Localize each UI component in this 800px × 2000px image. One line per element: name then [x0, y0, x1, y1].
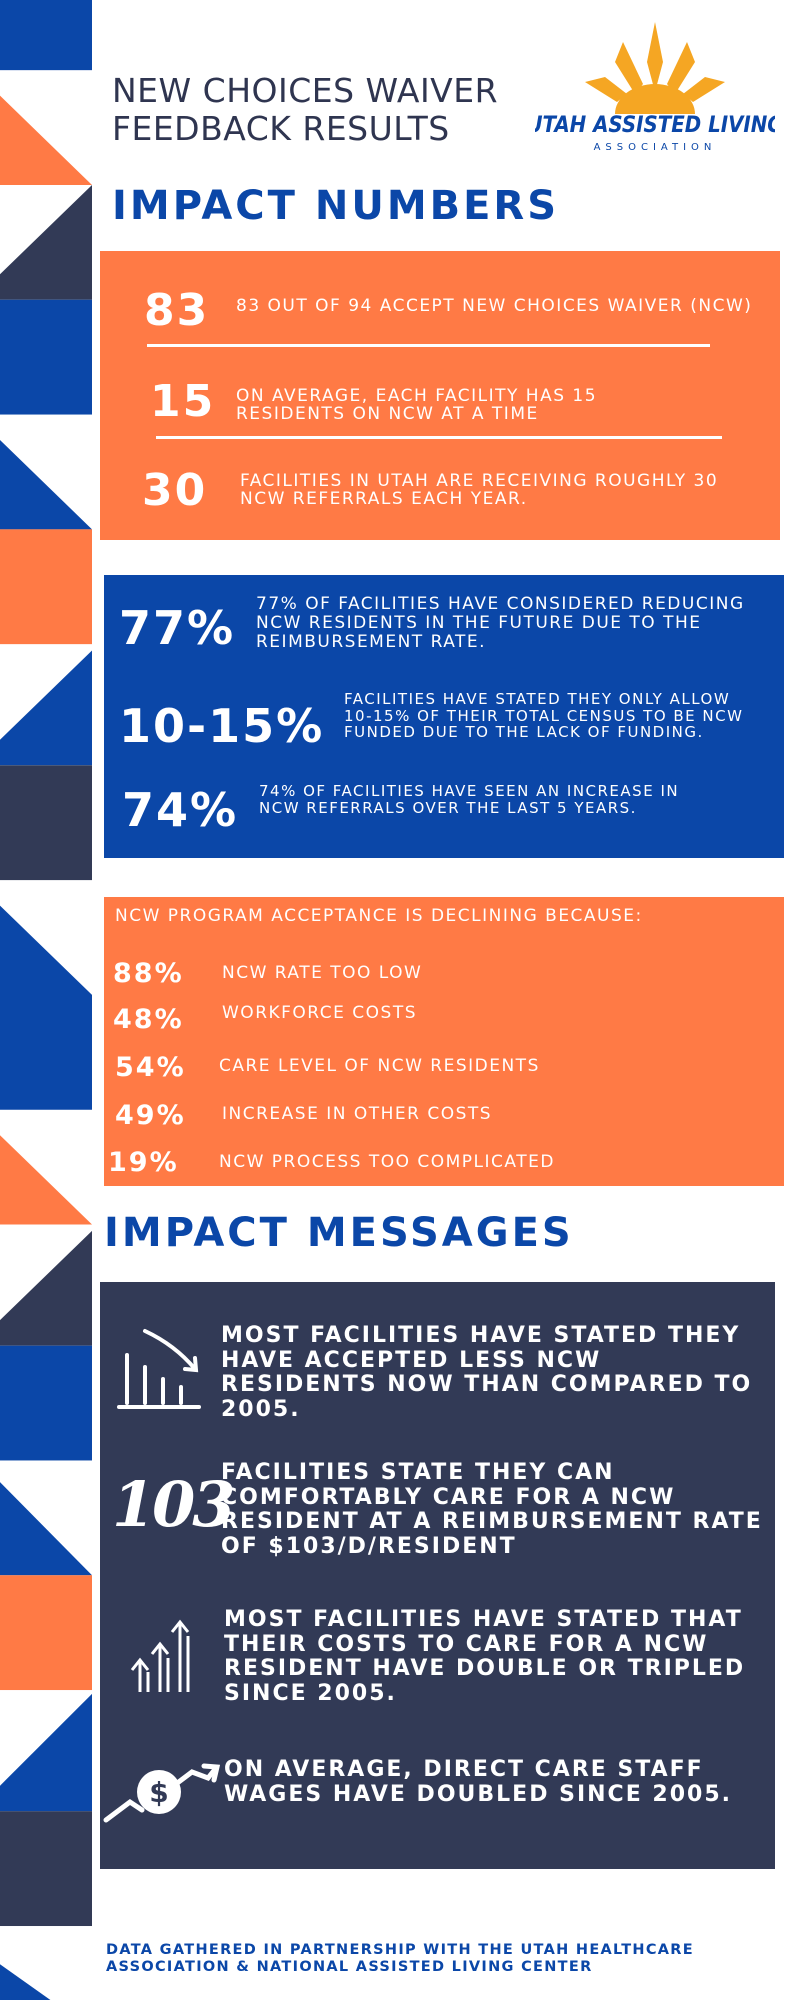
rising-arrows-icon	[130, 1619, 190, 1692]
title-line: FEEDBACK RESULTS	[112, 109, 450, 148]
stat-text: FACILITIES IN UTAH ARE RECEIVING ROUGHLY…	[240, 471, 719, 509]
title: NEW CHOICES WAIVER FEEDBACK RESULTS	[112, 72, 498, 148]
reason-figure: 54%	[115, 1052, 186, 1083]
reason-figure: 48%	[113, 1004, 184, 1035]
stat-text: ON AVERAGE, EACH FACILITY HAS 15 RESIDEN…	[236, 386, 598, 424]
title-line: NEW CHOICES WAIVER	[112, 71, 499, 110]
message-text: FACILITIES STATE THEY CAN COMFORTABLY CA…	[221, 1460, 763, 1559]
stat-text: 83 OUT OF 94 ACCEPT NEW CHOICES WAIVER (…	[236, 296, 753, 316]
logo-tagline: ASSOCIATION	[594, 142, 717, 153]
section-heading: IMPACT NUMBERS	[112, 183, 560, 229]
declining-chart-icon	[117, 1329, 201, 1409]
reason-text: CARE LEVEL OF NCW RESIDENTS	[219, 1056, 540, 1076]
stat-text: 77% OF FACILITIES HAVE CONSIDERED REDUCI…	[256, 594, 745, 652]
stat-figure: 15	[150, 376, 216, 427]
reason-text: WORKFORCE COSTS	[222, 1003, 418, 1023]
section-heading: IMPACT MESSAGES	[104, 1210, 574, 1256]
impact-numbers-box: 83 83 OUT OF 94 ACCEPT NEW CHOICES WAIVE…	[100, 251, 780, 540]
reason-figure: 19%	[108, 1147, 179, 1178]
stat-figure: 74%	[122, 783, 239, 837]
stat-figure: 83	[144, 285, 210, 336]
reason-text: INCREASE IN OTHER COSTS	[222, 1104, 493, 1124]
message-text: MOST FACILITIES HAVE STATED THEY HAVE AC…	[221, 1323, 753, 1422]
facility-stats-box: 77% 77% OF FACILITIES HAVE CONSIDERED RE…	[104, 575, 784, 858]
stat-text: FACILITIES HAVE STATED THEY ONLY ALLOW 1…	[344, 690, 744, 741]
svg-text:$: $	[149, 1776, 168, 1809]
reason-figure: 88%	[113, 958, 184, 989]
message-text: ON AVERAGE, DIRECT CARE STAFF WAGES HAVE…	[224, 1757, 732, 1807]
wage-increase-icon: $	[103, 1763, 220, 1823]
divider	[147, 344, 710, 347]
divider	[156, 436, 722, 439]
reason-text: NCW PROCESS TOO COMPLICATED	[219, 1152, 555, 1172]
reason-text: NCW RATE TOO LOW	[222, 963, 423, 983]
stat-figure: 77%	[119, 601, 236, 655]
stat-text: 74% OF FACILITIES HAVE SEEN AN INCREASE …	[259, 782, 680, 817]
stat-figure: 30	[142, 465, 208, 516]
side-pattern	[0, 0, 92, 2000]
message-text: MOST FACILITIES HAVE STATED THAT THEIR C…	[224, 1607, 746, 1706]
logo-name: UTAH ASSISTED LIVING	[535, 113, 775, 138]
footer: DATA GATHERED IN PARTNERSHIP WITH THE UT…	[106, 1942, 694, 1975]
message-figure: 103	[112, 1468, 235, 1541]
reason-figure: 49%	[115, 1100, 186, 1131]
logo: UTAH ASSISTED LIVING ASSOCIATION	[535, 22, 775, 153]
decline-box: NCW PROGRAM ACCEPTANCE IS DECLINING BECA…	[104, 897, 784, 1186]
stat-figure: 10-15%	[119, 699, 325, 753]
decline-heading: NCW PROGRAM ACCEPTANCE IS DECLINING BECA…	[115, 906, 643, 926]
